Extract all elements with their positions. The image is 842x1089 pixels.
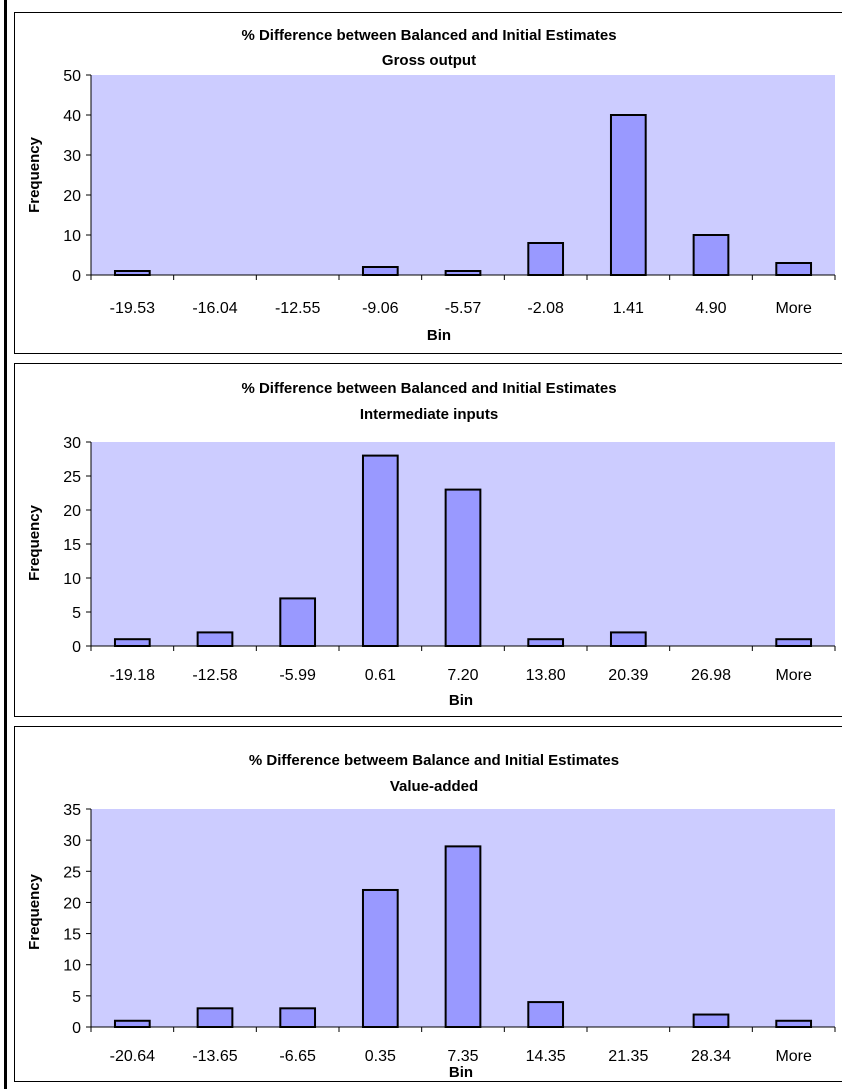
y-tick-label: 20 [63, 503, 81, 520]
x-tick-label: 20.39 [608, 667, 648, 684]
x-axis-title: Bin [449, 1064, 473, 1081]
x-axis-title: Bin [427, 327, 451, 344]
chart-svg-value-added: % Difference betweem Balance and Initial… [26, 752, 836, 1081]
chart-subtitle: Intermediate inputs [360, 406, 498, 423]
bar-More [775, 1019, 813, 1028]
x-tick-label: -5.57 [445, 300, 482, 317]
bar--19.53 [113, 270, 151, 276]
x-tick-label: 0.61 [365, 667, 396, 684]
x-tick-label: 7.35 [447, 1048, 478, 1065]
bar-0.61 [361, 454, 399, 647]
x-tick-label: More [775, 1048, 812, 1065]
bar-0.35 [361, 888, 399, 1028]
y-tick-label: 40 [63, 108, 81, 125]
y-tick-label: 15 [63, 927, 81, 944]
chart-svg-gross-output: % Difference between Balanced and Initia… [26, 27, 836, 344]
x-tick-label: 1.41 [613, 300, 644, 317]
x-tick-label: 21.35 [608, 1048, 648, 1065]
y-tick-label: 5 [72, 605, 81, 622]
chart-svg-intermediate-inputs: % Difference between Balanced and Initia… [26, 380, 836, 709]
bar--5.57 [444, 270, 482, 276]
bar--13.65 [196, 1007, 234, 1029]
bar-7.35 [444, 845, 482, 1028]
y-axis-title: Frequency [26, 504, 43, 581]
y-tick-label: 50 [63, 68, 81, 85]
x-tick-label: -20.64 [110, 1048, 155, 1065]
bar--12.58 [196, 631, 234, 647]
x-tick-label: -9.06 [362, 300, 399, 317]
y-tick-label: 20 [63, 895, 81, 912]
x-tick-label: 28.34 [691, 1048, 731, 1065]
bar-More [775, 262, 813, 276]
y-tick-label: 25 [63, 469, 81, 486]
bar-13.80 [527, 638, 565, 648]
y-tick-label: 0 [72, 268, 81, 285]
chart-title: % Difference between Balanced and Initia… [241, 380, 616, 397]
chart-panel-value-added: % Difference betweem Balance and Initial… [14, 726, 842, 1082]
bar--6.65 [279, 1007, 317, 1029]
x-tick-label: -19.53 [110, 300, 155, 317]
chart-title: % Difference betweem Balance and Initial… [249, 752, 619, 769]
x-tick-label: 7.20 [447, 667, 478, 684]
page-left-rule [4, 0, 7, 1089]
chart-title: % Difference between Balanced and Initia… [241, 27, 616, 44]
y-tick-label: 35 [63, 802, 81, 819]
bar-20.39 [609, 631, 647, 647]
bar-1.41 [609, 114, 647, 276]
chart-subtitle: Value-added [390, 778, 478, 795]
bar--2.08 [527, 242, 565, 276]
x-tick-label: 14.35 [526, 1048, 566, 1065]
bar-28.34 [692, 1013, 730, 1028]
bar--9.06 [361, 266, 399, 276]
x-tick-label: -19.18 [110, 667, 155, 684]
x-tick-label: -6.65 [279, 1048, 316, 1065]
x-tick-label: More [775, 667, 812, 684]
x-tick-label: 13.80 [526, 667, 566, 684]
bar--5.99 [279, 597, 317, 647]
chart-panel-gross-output: % Difference between Balanced and Initia… [14, 12, 842, 354]
x-tick-label: -12.58 [192, 667, 237, 684]
y-tick-label: 25 [63, 864, 81, 881]
x-tick-label: -12.55 [275, 300, 320, 317]
x-tick-label: 0.35 [365, 1048, 396, 1065]
x-tick-label: More [775, 300, 812, 317]
bar-4.90 [692, 234, 730, 276]
chart-panel-intermediate-inputs: % Difference between Balanced and Initia… [14, 363, 842, 717]
y-axis-title: Frequency [26, 136, 43, 213]
bar--20.64 [113, 1019, 151, 1028]
y-tick-label: 30 [63, 833, 81, 850]
y-axis-title: Frequency [26, 873, 43, 950]
x-axis-title: Bin [449, 692, 473, 709]
x-tick-label: 26.98 [691, 667, 731, 684]
y-tick-label: 10 [63, 571, 81, 588]
x-tick-label: -5.99 [279, 667, 316, 684]
bar-7.20 [444, 488, 482, 647]
y-tick-label: 10 [63, 228, 81, 245]
y-tick-label: 5 [72, 989, 81, 1006]
y-tick-label: 0 [72, 1020, 81, 1037]
bar--19.18 [113, 638, 151, 648]
y-tick-label: 0 [72, 639, 81, 656]
x-tick-label: 4.90 [695, 300, 726, 317]
x-tick-label: -2.08 [527, 300, 564, 317]
x-tick-label: -16.04 [192, 300, 237, 317]
y-tick-label: 30 [63, 148, 81, 165]
y-tick-label: 10 [63, 958, 81, 975]
y-tick-label: 15 [63, 537, 81, 554]
bar-14.35 [527, 1001, 565, 1029]
bar-More [775, 638, 813, 648]
y-tick-label: 30 [63, 435, 81, 452]
y-tick-label: 20 [63, 188, 81, 205]
chart-subtitle: Gross output [382, 52, 476, 69]
x-tick-label: -13.65 [192, 1048, 237, 1065]
